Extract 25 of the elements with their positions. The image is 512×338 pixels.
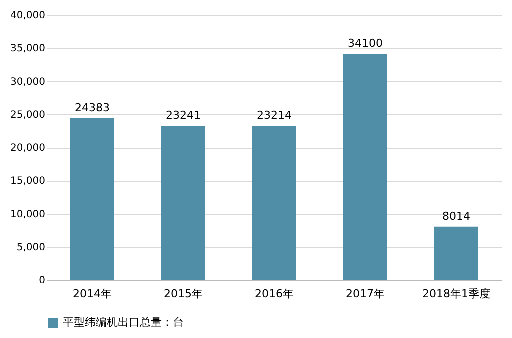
x-tick-label: 2016年 [255, 288, 294, 300]
x-tick-label: 2018年1季度 [422, 288, 490, 300]
data-label: 23241 [166, 109, 201, 122]
legend-label: 平型纬编机出口总量：台 [63, 316, 184, 329]
x-tick-label: 2017年 [346, 288, 385, 300]
bar [252, 126, 296, 280]
x-tick-label: 2015年 [164, 288, 203, 300]
data-label: 24383 [75, 101, 110, 114]
bar [434, 226, 478, 280]
x-tick-label: 2014年 [73, 288, 112, 300]
y-tick-label: 20,000 [10, 143, 46, 154]
data-label: 23214 [257, 109, 292, 122]
y-tick-label: 30,000 [10, 76, 46, 88]
y-tick-label: 0 [39, 276, 46, 286]
data-label: 8014 [442, 210, 470, 223]
bar [70, 118, 114, 280]
y-tick-label: 25,000 [10, 110, 46, 121]
bar [344, 54, 388, 280]
data-label: 34100 [348, 37, 383, 50]
y-tick-label: 35,000 [10, 44, 46, 55]
y-tick-label: 5,000 [16, 242, 46, 254]
bar [162, 126, 206, 280]
y-tick-label: 40,000 [10, 10, 46, 22]
y-tick-label: 10,000 [10, 209, 46, 220]
y-tick-label: 15,000 [10, 176, 46, 188]
